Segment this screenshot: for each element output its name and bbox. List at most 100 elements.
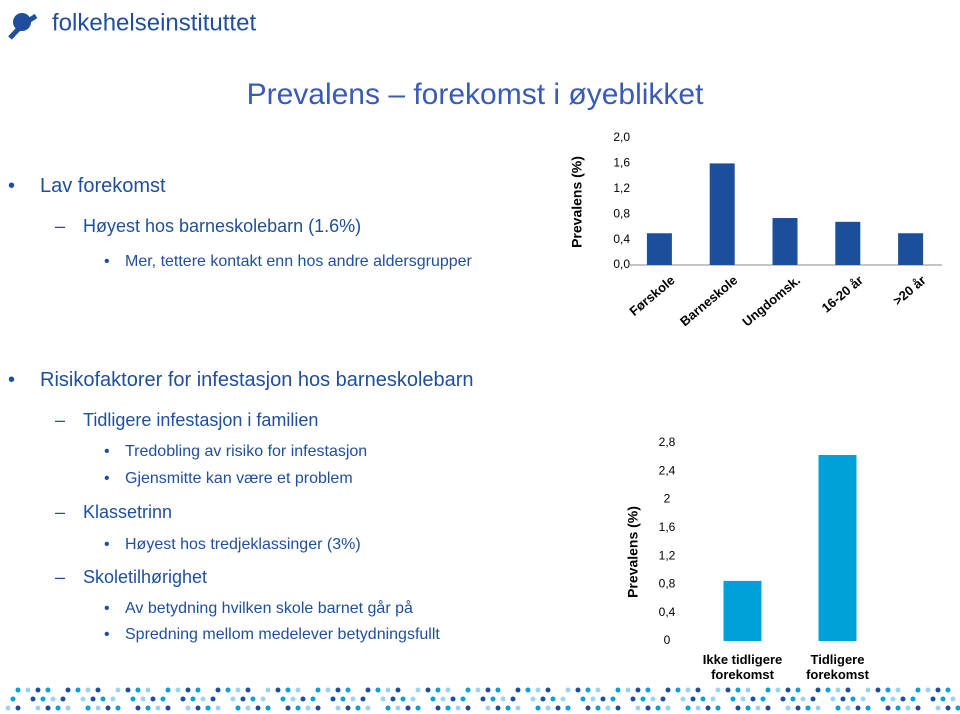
footer-dot (490, 696, 496, 702)
dash: – (55, 216, 66, 236)
footer-dot (780, 696, 786, 702)
footer-dot (890, 696, 896, 702)
footer-dot (185, 687, 191, 693)
footer-dot (455, 705, 461, 711)
footer-dot (35, 687, 41, 693)
x-tick-label: Førskole (626, 272, 677, 318)
footer-dot (295, 687, 301, 693)
footer-dot (645, 705, 651, 711)
footer-dot (265, 687, 271, 693)
footer-dot (335, 687, 341, 693)
footer-dot (375, 687, 381, 693)
footer-dot (800, 696, 806, 702)
y-tick-label: 2 (664, 492, 671, 506)
footer-dot (265, 705, 271, 711)
footer-dot (830, 696, 836, 702)
footer-dot (200, 696, 206, 702)
footer-dot (825, 687, 831, 693)
footer-dot (45, 687, 51, 693)
bar (898, 233, 924, 265)
dash: – (55, 502, 66, 522)
dash: – (55, 410, 66, 430)
footer-dot (605, 705, 611, 711)
footer-dot (700, 696, 706, 702)
logo-mark (13, 13, 31, 31)
footer-dot (425, 687, 431, 693)
footer-dot (885, 705, 891, 711)
footer-dot (880, 696, 886, 702)
footer-dot (145, 687, 151, 693)
footer-dot (205, 705, 211, 711)
footer-dot (135, 687, 141, 693)
footer-dot (915, 687, 921, 693)
y-tick-label: 0,4 (659, 605, 676, 619)
footer-dot (535, 687, 541, 693)
y-axis-title: Prevalens (%) (569, 156, 585, 248)
footer-dot (435, 687, 441, 693)
footer-dot (115, 687, 121, 693)
footer-dot (495, 687, 501, 693)
bullet: • (104, 626, 110, 643)
footer-dot (585, 687, 591, 693)
footer-dot (210, 696, 216, 702)
footer-dot (950, 696, 956, 702)
footer-dot (685, 687, 691, 693)
footer-dot (165, 687, 171, 693)
footer-dot (215, 687, 221, 693)
footer-dot (175, 687, 181, 693)
footer-dot (350, 696, 356, 702)
bullet-text: Tredobling av risiko for infestasjon (125, 443, 368, 460)
footer-dot (180, 696, 186, 702)
bullet: • (104, 253, 110, 270)
y-tick-label: 0,4 (613, 232, 630, 246)
bullet: • (104, 443, 110, 460)
footer-dot (515, 687, 521, 693)
footer-dot (10, 696, 16, 702)
footer-dot (55, 705, 61, 711)
footer-dot (275, 687, 281, 693)
y-tick-label: 2,0 (613, 130, 630, 144)
footer-dot (775, 687, 781, 693)
footer-dot (95, 687, 101, 693)
footer-dot (365, 705, 371, 711)
footer-dot (955, 705, 960, 711)
footer-dot (75, 687, 81, 693)
footer-dot (405, 705, 411, 711)
footer-dot (245, 705, 251, 711)
bullet-text: Gjensmitte kan være et problem (125, 470, 353, 487)
footer-dot (90, 696, 96, 702)
footer-dot (285, 687, 291, 693)
footer-dot (940, 696, 946, 702)
footer-dot (635, 687, 641, 693)
footer-dot (560, 696, 566, 702)
footer-dot (445, 705, 451, 711)
bullet-text: Klassetrinn (83, 502, 173, 522)
footer-dot (500, 696, 506, 702)
footer-dot (435, 705, 441, 711)
bar (709, 163, 735, 265)
footer-dot (795, 705, 801, 711)
footer-dot (925, 687, 931, 693)
footer-dot (465, 705, 471, 711)
footer-dot (365, 687, 371, 693)
bullet-text: Skoletilhørighet (83, 567, 208, 587)
footer-dot (565, 687, 571, 693)
footer-dot (895, 705, 901, 711)
footer-dot (835, 705, 841, 711)
footer-dot (105, 705, 111, 711)
footer-dot (505, 705, 511, 711)
footer-dot (945, 705, 951, 711)
footer-dot (845, 705, 851, 711)
footer-dot (900, 696, 906, 702)
footer-dot (50, 696, 56, 702)
footer-dot (465, 687, 471, 693)
bullet: • (104, 470, 110, 487)
footer-dot (330, 696, 336, 702)
footer-dot (15, 705, 21, 711)
footer-dot (395, 705, 401, 711)
footer-dot (450, 696, 456, 702)
bullet: • (104, 536, 110, 553)
footer-dot (510, 696, 516, 702)
footer-dot (540, 696, 546, 702)
footer-dot (905, 705, 911, 711)
